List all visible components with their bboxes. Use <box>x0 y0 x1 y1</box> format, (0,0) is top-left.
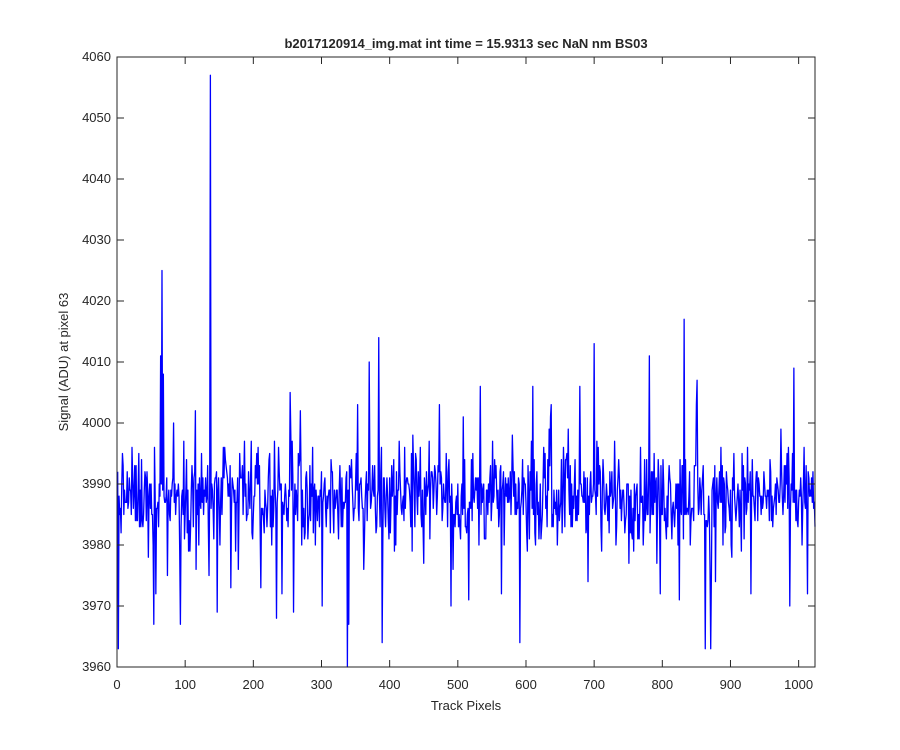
x-tick-label: 400 <box>379 677 401 692</box>
series-line <box>117 74 816 668</box>
chart-title: b2017120914_img.mat int time = 15.9313 s… <box>284 36 647 51</box>
x-tick-label: 100 <box>174 677 196 692</box>
x-tick-label: 800 <box>651 677 673 692</box>
y-tick-label: 3960 <box>82 659 111 674</box>
y-tick-label: 4030 <box>82 232 111 247</box>
y-tick-label: 4000 <box>82 415 111 430</box>
y-axis-label: Signal (ADU) at pixel 63 <box>56 293 71 432</box>
y-tick-label: 4010 <box>82 354 111 369</box>
x-tick-label: 300 <box>311 677 333 692</box>
y-tick-label: 3970 <box>82 598 111 613</box>
y-tick-label: 3990 <box>82 476 111 491</box>
series-layer <box>117 74 816 668</box>
x-tick-label: 0 <box>113 677 120 692</box>
y-tick-label: 4020 <box>82 293 111 308</box>
x-tick-label: 200 <box>242 677 264 692</box>
x-tick-label: 1000 <box>784 677 813 692</box>
x-tick-label: 900 <box>720 677 742 692</box>
x-axis-label: Track Pixels <box>431 698 502 713</box>
plot-area <box>117 57 815 667</box>
x-axis-ticks: 0 100 200 300 400 500 600 700 800 900 1000 <box>113 57 813 692</box>
x-tick-label: 600 <box>515 677 537 692</box>
y-tick-label: 4040 <box>82 171 111 186</box>
x-tick-label: 700 <box>583 677 605 692</box>
x-tick-label: 500 <box>447 677 469 692</box>
y-tick-label: 4050 <box>82 110 111 125</box>
y-tick-label: 3980 <box>82 537 111 552</box>
y-axis-ticks: 3960 3970 3980 3990 4000 4010 4020 4030 4040 4050… <box>82 49 815 674</box>
y-tick-label: 4060 <box>82 49 111 64</box>
